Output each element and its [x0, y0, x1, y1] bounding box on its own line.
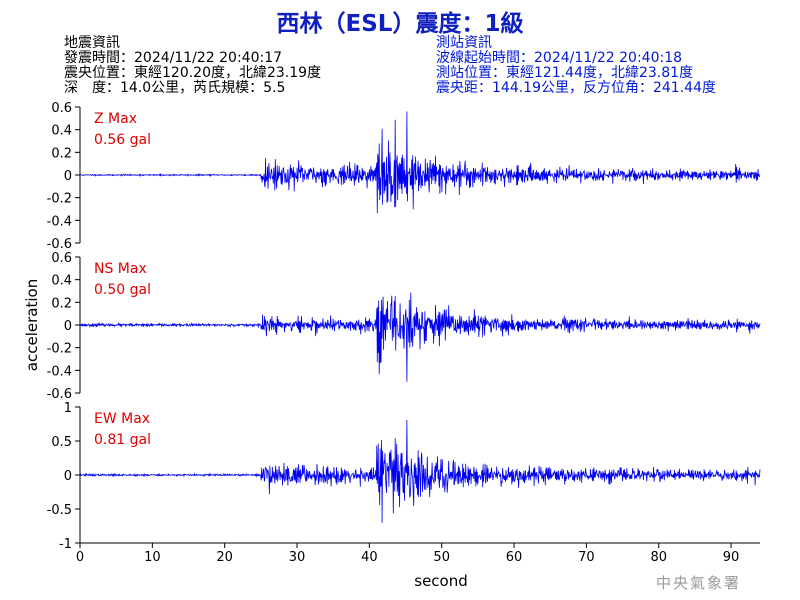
ns-waveform — [79, 292, 761, 382]
chart-title: 西林（ESL）震度：1級 — [276, 11, 524, 37]
z-y-tick-label: 0.6 — [51, 101, 72, 116]
z-y-tick-label: -0.2 — [47, 192, 72, 207]
ew-y-tick-label: 0.5 — [51, 435, 72, 450]
z-y-tick-label: 0.2 — [51, 146, 72, 161]
earthquake-info: 地震資訊 發震時間：2024/11/22 20:40:17 震央位置：東經120… — [64, 36, 321, 96]
ns-y-tick-label: 0.6 — [51, 251, 72, 266]
agency-watermark: 中央氣象署 — [656, 574, 742, 592]
z-max-value: 0.56 gal — [94, 132, 151, 148]
ew-y-tick-label: -0.5 — [47, 503, 72, 518]
origin-time: 發震時間：2024/11/22 20:40:17 — [64, 50, 283, 66]
x-tick-label: 20 — [216, 550, 233, 565]
station-location: 測站位置：東經121.44度，北緯23.81度 — [436, 65, 694, 81]
ew-y-tick-label: -1 — [59, 537, 72, 552]
ns-max-value: 0.50 gal — [94, 282, 151, 298]
ns-y-tick-label: -0.2 — [47, 342, 72, 357]
ew-y-tick-label: 0 — [64, 469, 72, 484]
station-info-heading: 測站資訊 — [436, 35, 492, 51]
x-tick-label: 80 — [650, 550, 667, 565]
wave-start-time: 波線起始時間：2024/11/22 20:40:18 — [436, 50, 683, 66]
epicenter-location: 震央位置：東經120.20度，北緯23.19度 — [64, 65, 322, 81]
earthquake-info-heading: 地震資訊 — [64, 35, 120, 51]
x-tick-label: 0 — [76, 550, 84, 565]
ns-y-tick-label: -0.4 — [47, 364, 72, 379]
ew-y-tick-label: 1 — [64, 401, 72, 416]
z-y-tick-label: -0.6 — [47, 237, 72, 252]
ns-max-label: NS Max — [94, 261, 147, 277]
ew-max-label: EW Max — [94, 411, 150, 427]
x-tick-label: 70 — [578, 550, 595, 565]
x-tick-label: 40 — [361, 550, 378, 565]
x-tick-label: 10 — [144, 550, 161, 565]
z-y-tick-label: -0.4 — [47, 214, 72, 229]
ns-y-tick-label: 0.4 — [51, 274, 72, 289]
z-waveform — [79, 111, 761, 214]
ew-max-value: 0.81 gal — [94, 432, 151, 448]
ns-y-tick-label: -0.6 — [47, 387, 72, 402]
z-y-tick-label: 0 — [64, 169, 72, 184]
ns-y-tick-label: 0.2 — [51, 296, 72, 311]
x-tick-label: 50 — [433, 550, 450, 565]
z-max-label: Z Max — [94, 111, 137, 127]
ns-y-tick-label: 0 — [64, 319, 72, 334]
y-axis-title: acceleration — [23, 279, 41, 371]
x-tick-label: 30 — [289, 550, 306, 565]
z-y-tick-label: 0.4 — [51, 124, 72, 139]
epicentral-distance: 震央距：144.19公里，反方位角：241.44度 — [436, 80, 716, 96]
ew-waveform — [79, 419, 761, 523]
station-info: 測站資訊 波線起始時間：2024/11/22 20:40:18 測站位置：東經1… — [436, 36, 716, 96]
x-tick-label: 90 — [723, 550, 740, 565]
x-tick-label: 60 — [506, 550, 523, 565]
depth-magnitude: 深 度：14.0公里，芮氏規模：5.5 — [64, 80, 286, 96]
x-axis-title: second — [414, 572, 468, 590]
